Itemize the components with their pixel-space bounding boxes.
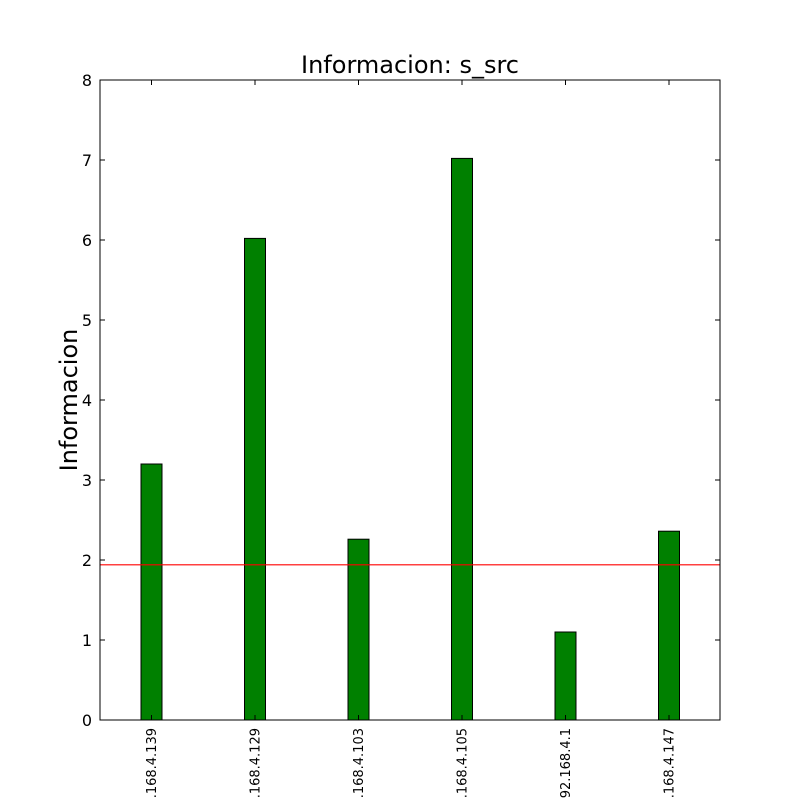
ytick-label-5: 5 [82, 311, 92, 330]
ytick-label-7: 7 [82, 151, 92, 170]
y-tick-labels: 0 1 2 3 4 5 6 7 8 [82, 71, 92, 730]
xtick-label-1: .168.4.139 [145, 728, 160, 798]
x-tick-labels: .168.4.139 .168.4.129 .168.4.103 .168.4.105… [145, 728, 678, 798]
bar-5 [554, 631, 577, 721]
ytick-label-4: 4 [82, 391, 92, 410]
bar-2 [244, 237, 266, 721]
bar-4 [451, 157, 473, 721]
chart-title: Informacion: s_src [301, 51, 519, 79]
ytick-label-6: 6 [82, 231, 92, 250]
xtick-label-6: .168.4.147 [663, 728, 678, 798]
ytick-label-2: 2 [82, 551, 92, 570]
xtick-label-3: .168.4.103 [352, 728, 367, 798]
bar-3 [347, 538, 370, 721]
bar-1 [140, 463, 163, 721]
ytick-label-1: 1 [82, 631, 92, 650]
xtick-label-5: 92.168.4.1 [559, 728, 574, 798]
plot-frame [99, 79, 721, 721]
bars-group [140, 157, 680, 721]
ytick-label-0: 0 [82, 711, 92, 730]
ytick-label-8: 8 [82, 71, 92, 90]
bar-6 [658, 530, 680, 721]
y-axis-label: Informacion [55, 329, 83, 472]
ytick-label-3: 3 [82, 471, 92, 490]
xtick-label-2: .168.4.129 [249, 728, 264, 798]
xtick-label-4: .168.4.105 [456, 728, 471, 798]
